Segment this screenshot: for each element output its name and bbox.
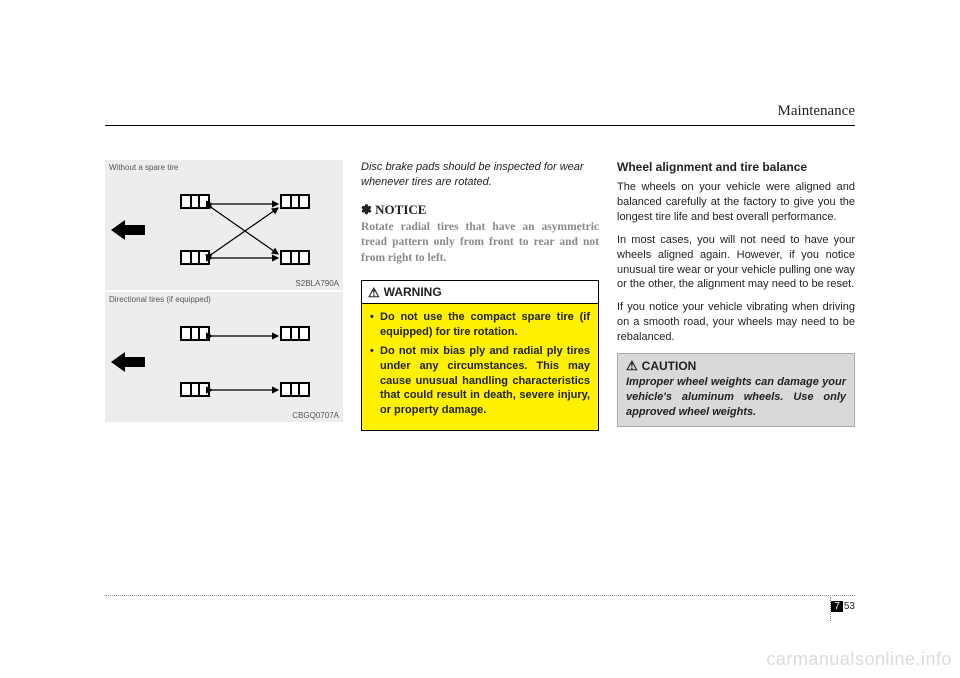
caution-body: Improper wheel weights can damage your v… — [626, 375, 846, 420]
diagram-code: S2BLA790A — [295, 279, 339, 288]
page-num: 53 — [844, 601, 855, 612]
columns: Without a spare tire — [105, 160, 855, 431]
paragraph: The wheels on your vehicle were aligned … — [617, 180, 855, 225]
diagram-label: Directional tires (if equipped) — [105, 292, 343, 304]
diagram-code: CBGQ0707A — [292, 411, 339, 420]
diagram-body — [105, 172, 343, 287]
caution-heading: ⚠ CAUTION — [626, 359, 846, 373]
diagram-cross: Without a spare tire — [105, 160, 343, 290]
col-diagrams: Without a spare tire — [105, 160, 343, 431]
page-number: 753 — [831, 601, 855, 612]
direction-arrow-icon — [111, 352, 145, 372]
warning-box: ⚠ WARNING Do not use the compact spare t… — [361, 280, 599, 431]
diagram-label: Without a spare tire — [105, 160, 343, 172]
notice-heading: ✽ NOTICE — [361, 202, 599, 218]
col-right: Wheel alignment and tire balance The whe… — [617, 160, 855, 431]
header-rule — [105, 125, 855, 126]
rotation-arrows-icon — [180, 194, 310, 266]
paragraph: In most cases, you will not need to have… — [617, 233, 855, 292]
section-title: Maintenance — [778, 103, 855, 120]
notice-body: Rotate radial tires that have an asymmet… — [361, 220, 599, 267]
rotation-arrows-icon — [180, 326, 310, 398]
caution-box: ⚠ CAUTION Improper wheel weights can dam… — [617, 353, 855, 428]
chapter-number: 7 — [831, 601, 843, 612]
subheading: Wheel alignment and tire balance — [617, 160, 855, 174]
warning-body: Do not use the compact spare tire (if eq… — [362, 304, 598, 430]
watermark: carmanualsonline.info — [766, 649, 952, 670]
col-middle: Disc brake pads should be inspected for … — [361, 160, 599, 431]
warning-label: WARNING — [384, 285, 442, 299]
footer-rule — [105, 595, 855, 596]
page-content: Maintenance Without a spare tire — [105, 95, 855, 545]
warning-item: Do not use the compact spare tire (if eq… — [370, 310, 590, 340]
diagram-directional: Directional tires (if equipped) — [105, 292, 343, 422]
warning-heading: ⚠ WARNING — [362, 281, 598, 304]
direction-arrow-icon — [111, 220, 145, 240]
intro-text: Disc brake pads should be inspected for … — [361, 160, 599, 190]
caution-icon: ⚠ — [626, 359, 638, 372]
warning-icon: ⚠ — [368, 286, 380, 299]
diagram-body — [105, 304, 343, 419]
footer: 753 — [105, 595, 855, 596]
caution-label: CAUTION — [642, 359, 697, 373]
paragraph: If you notice your vehicle vibrating whe… — [617, 300, 855, 345]
warning-item: Do not mix bias ply and radial ply tires… — [370, 344, 590, 418]
